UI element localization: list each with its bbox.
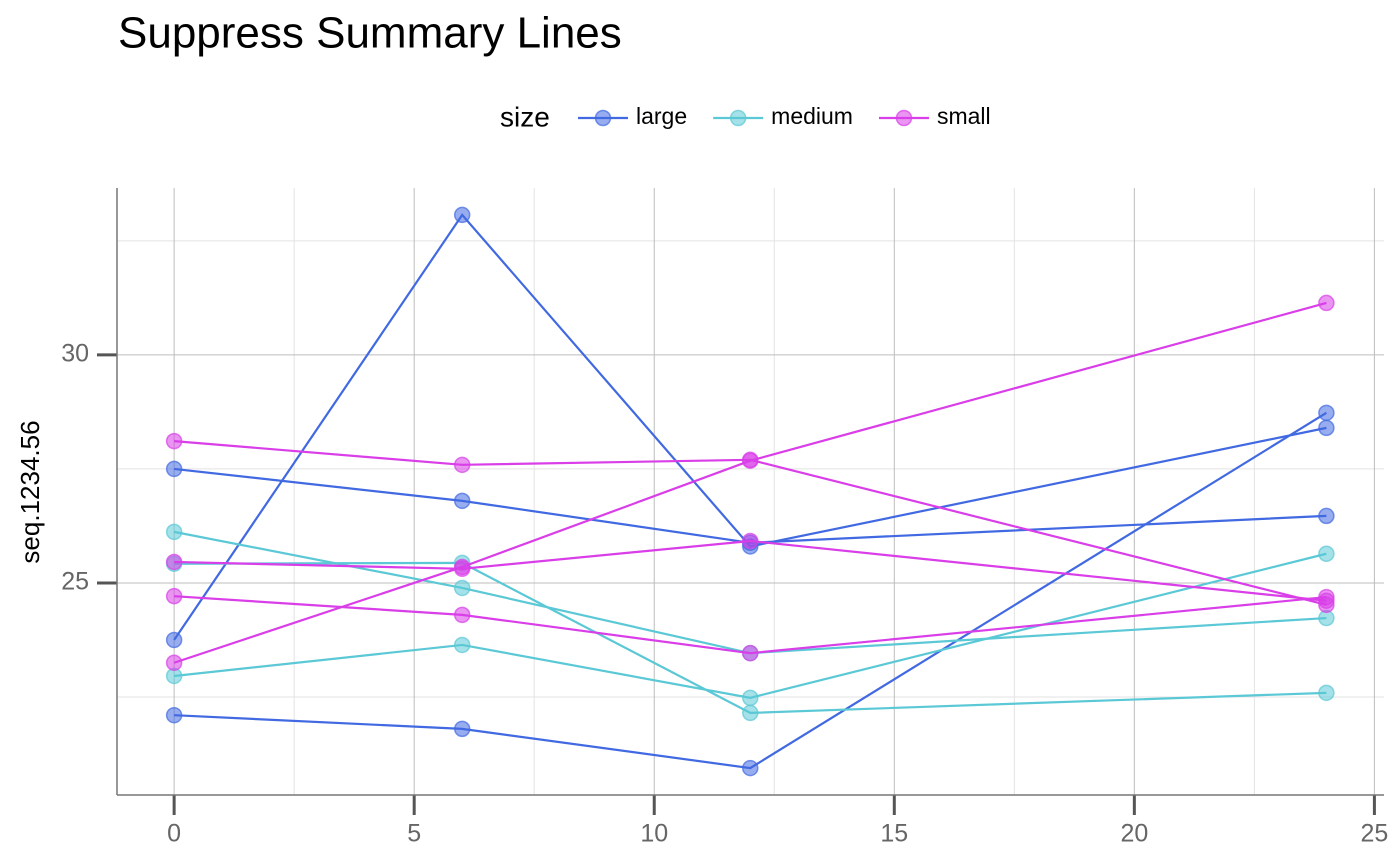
point xyxy=(165,706,183,724)
point xyxy=(453,206,471,224)
point xyxy=(165,553,183,571)
point xyxy=(742,532,759,550)
point xyxy=(1318,545,1335,563)
series-line xyxy=(174,539,1327,602)
point xyxy=(1318,404,1335,422)
point xyxy=(1318,684,1335,702)
point xyxy=(1318,419,1335,437)
series-line xyxy=(174,467,1327,544)
series-line xyxy=(174,595,1327,655)
legend-item: large xyxy=(578,103,687,129)
series-line xyxy=(174,561,1327,715)
point xyxy=(165,587,183,605)
x-tick-label: 0 xyxy=(167,820,181,848)
x-tick-label: 5 xyxy=(407,820,421,848)
series-line xyxy=(173,530,1327,655)
point xyxy=(453,636,471,654)
legend-title: size xyxy=(500,101,550,132)
series-line xyxy=(173,213,1327,641)
point xyxy=(742,689,759,707)
series-line xyxy=(174,411,1327,770)
point xyxy=(1318,507,1335,525)
legend-label: small xyxy=(937,103,991,129)
point xyxy=(453,606,471,624)
point xyxy=(453,579,471,597)
legend-item: medium xyxy=(713,103,853,129)
x-tick-label: 10 xyxy=(640,820,668,848)
point xyxy=(165,432,183,450)
point xyxy=(165,523,183,541)
point xyxy=(1318,588,1335,606)
y-axis-label: seq.1234.56 xyxy=(15,420,45,563)
point xyxy=(453,720,471,738)
series-line xyxy=(174,440,1327,606)
y-tick-label: 30 xyxy=(61,340,89,368)
point xyxy=(742,759,759,777)
chart-title: Suppress Summary Lines xyxy=(118,9,622,58)
point xyxy=(165,460,183,478)
point xyxy=(742,644,759,662)
point xyxy=(165,631,183,649)
x-tick-label: 15 xyxy=(880,820,908,848)
point xyxy=(165,654,183,671)
legend-point xyxy=(895,109,913,127)
point xyxy=(742,704,759,722)
y-tick-label: 25 xyxy=(61,568,89,596)
point xyxy=(1318,294,1335,312)
point xyxy=(742,452,759,469)
x-tick-label: 20 xyxy=(1120,820,1148,848)
legend-label: medium xyxy=(771,103,853,129)
point xyxy=(453,456,471,474)
legend-point xyxy=(594,109,612,127)
x-tick-label: 25 xyxy=(1360,820,1388,848)
series-line xyxy=(174,552,1327,699)
point xyxy=(453,492,471,510)
legend-point xyxy=(729,109,747,127)
legend-item: small xyxy=(878,103,991,129)
point xyxy=(453,560,471,578)
series-line xyxy=(173,301,1327,664)
legend-label: large xyxy=(636,103,687,129)
